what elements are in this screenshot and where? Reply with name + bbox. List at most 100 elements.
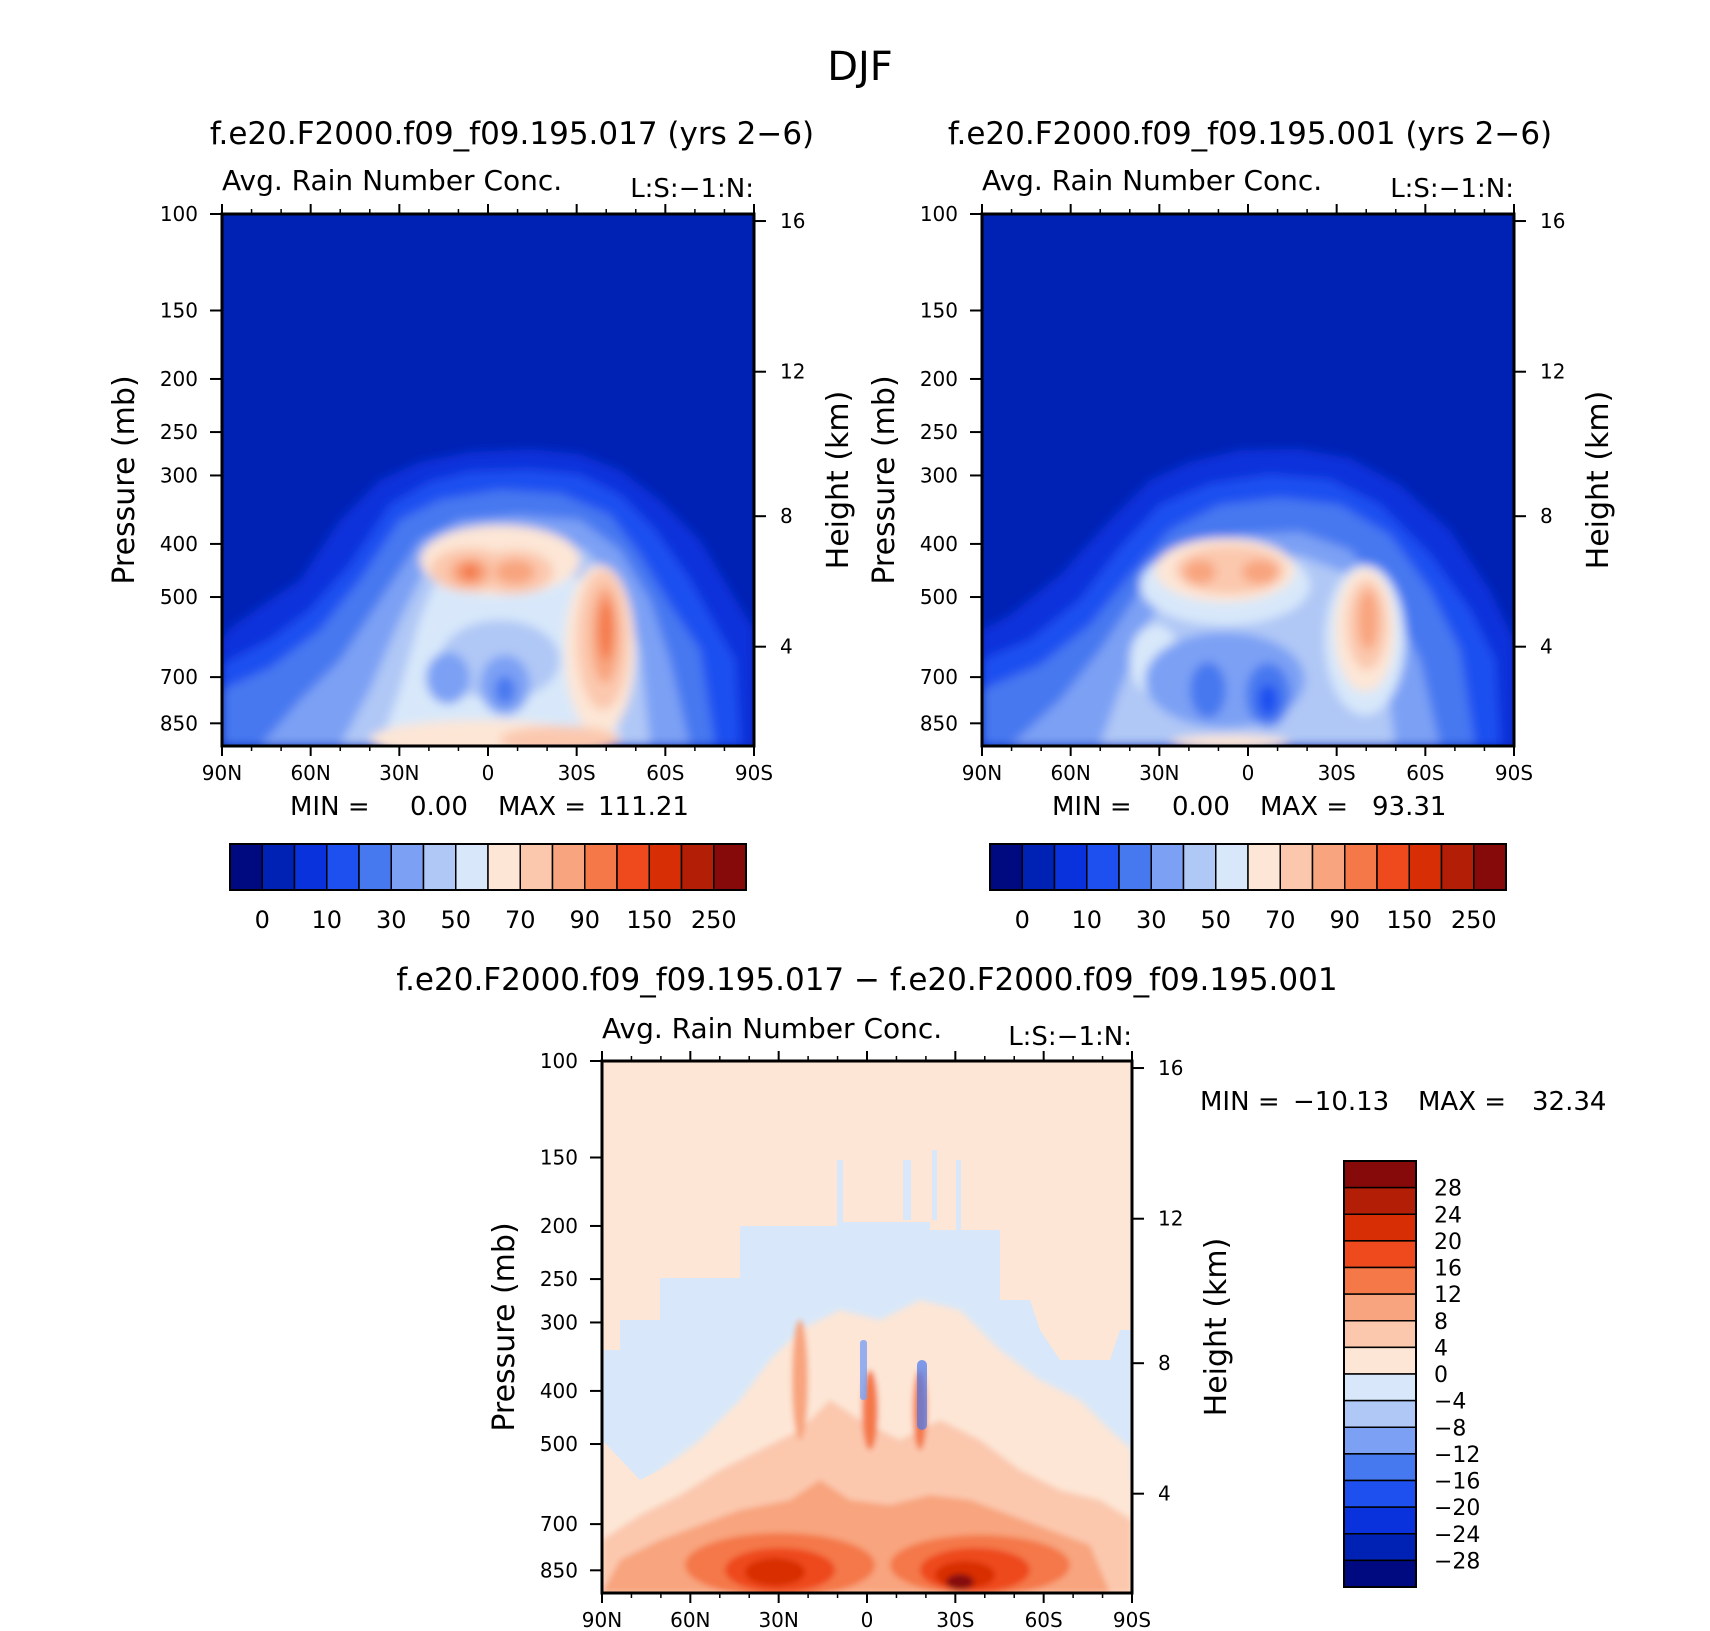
colorbar-swatch <box>584 843 618 891</box>
panel-case1-axes: 90N 60N 30N 0 30S 60S 90S 100 150 200 250 300 400 500… <box>107 202 856 785</box>
panel-case1-variable: Avg. Rain Number Conc. <box>222 164 562 197</box>
y-tick-label: 100 <box>160 202 198 226</box>
panel-diff-field <box>602 1061 1132 1593</box>
blue-streak <box>917 1360 927 1430</box>
y-tick-label: 200 <box>540 1214 578 1238</box>
y-tick-label: 400 <box>540 1379 578 1403</box>
colorbar-swatch <box>1118 843 1152 891</box>
colorbar-label: 50 <box>440 906 471 934</box>
y-right-tick-label: 4 <box>1540 635 1553 659</box>
colorbar-frame <box>229 843 747 891</box>
x-tick-label: 60N <box>1050 761 1090 785</box>
colorbar-frame <box>1343 1160 1417 1588</box>
panel-case1-min-value: 0.00 <box>410 792 468 822</box>
colorbar-label: 0 <box>1434 1363 1448 1388</box>
x-tick-label: 30S <box>558 761 596 785</box>
panel-case2-max-value: 93.31 <box>1372 792 1446 822</box>
colorbar-label: 8 <box>1434 1310 1448 1335</box>
colorbar-swatch <box>1150 843 1185 891</box>
y-tick-label: 300 <box>920 463 958 487</box>
colorbar-label: 4 <box>1434 1336 1448 1361</box>
colorbar-label: 12 <box>1434 1283 1462 1308</box>
colorbar-label: 70 <box>1265 906 1296 934</box>
y-tick-label: 200 <box>920 367 958 391</box>
panel-case1-max-label: MAX = <box>498 792 586 822</box>
colorbar-label: −16 <box>1434 1470 1480 1495</box>
colorbar-swatch <box>1343 1346 1417 1375</box>
y-tick-label: 400 <box>160 532 198 556</box>
y-tick-label: 700 <box>920 665 958 689</box>
colorbar-label: 20 <box>1434 1230 1462 1255</box>
panel-case1-units: L:S:−1:N: <box>630 174 754 204</box>
colorbar-swatch <box>713 843 747 891</box>
y-tick-label: 250 <box>920 420 958 444</box>
colorbar-swatch <box>261 843 296 891</box>
y-tick-label: 500 <box>540 1432 578 1456</box>
colorbar-swatch <box>1343 1160 1417 1189</box>
y-tick-label: 150 <box>920 298 958 322</box>
x-tick-label: 60N <box>290 761 330 785</box>
y-right-tick-label: 4 <box>1158 1482 1171 1506</box>
panel-case1: f.e20.F2000.f09_f09.195.017 (yrs 2−6) Av… <box>107 116 856 934</box>
y-tick-label: 400 <box>920 532 958 556</box>
colorbar-swatch <box>519 843 554 891</box>
x-tick-label: 90N <box>582 1608 622 1631</box>
y-tick-label: 250 <box>160 420 198 444</box>
colorbar-swatch <box>1376 843 1410 891</box>
colorbar-swatch <box>1021 843 1056 891</box>
y-tick-label: 300 <box>540 1310 578 1334</box>
panel-case2-colorbar: 0 10 30 50 70 90 150 250 <box>989 843 1507 934</box>
colorbar-swatch <box>989 843 1023 891</box>
colorbar-swatch <box>1473 843 1507 891</box>
x-tick-label: 30S <box>1318 761 1356 785</box>
colorbar-swatch <box>1279 843 1314 891</box>
x-tick-label: 90S <box>1113 1608 1151 1631</box>
y-axis-label: Pressure (mb) <box>487 1222 522 1431</box>
panel-case2-field <box>982 214 1514 746</box>
colorbar-swatch <box>1343 1533 1417 1562</box>
y-right-tick-label: 8 <box>1158 1351 1171 1375</box>
figure-title: DJF <box>827 44 893 90</box>
negative-spike <box>956 1160 961 1230</box>
colorbar-swatch <box>648 843 683 891</box>
panel-diff: f.e20.F2000.f09_f09.195.017 − f.e20.F200… <box>396 962 1606 1631</box>
colorbar-label: 0 <box>255 906 270 934</box>
y-tick-label: 200 <box>160 367 198 391</box>
y-tick-label: 300 <box>160 463 198 487</box>
x-tick-label: 90S <box>1495 761 1533 785</box>
colorbar-swatch <box>1343 1559 1417 1588</box>
y-tick-label: 150 <box>160 298 198 322</box>
negative-spike <box>837 1160 843 1230</box>
y-axis-label: Pressure (mb) <box>107 375 142 584</box>
x-tick-label: 90N <box>202 761 242 785</box>
panel-diff-title: f.e20.F2000.f09_f09.195.017 − f.e20.F200… <box>396 962 1337 998</box>
colorbar-swatch <box>487 843 521 891</box>
panel-diff-max-label: MAX = <box>1418 1087 1506 1117</box>
panel-diff-min-label: MIN = <box>1200 1087 1280 1117</box>
colorbar-label: −8 <box>1434 1416 1466 1441</box>
panel-case2-min-label: MIN = <box>1052 792 1132 822</box>
y-tick-label: 850 <box>160 711 198 735</box>
colorbar-label: −20 <box>1434 1496 1480 1521</box>
x-tick-label: 0 <box>482 761 495 785</box>
colorbar-swatch <box>1086 843 1120 891</box>
panel-diff-units: L:S:−1:N: <box>1008 1022 1132 1052</box>
panel-case1-colorbar: 0 10 30 50 70 90 150 250 <box>229 843 747 934</box>
panel-case2-axes: 90N 60N 30N 0 30S 60S 90S 100 150 200 250 300 400 500… <box>867 202 1616 785</box>
colorbar-label: 70 <box>505 906 536 934</box>
colorbar-label: 90 <box>569 906 600 934</box>
colorbar-label: 16 <box>1434 1257 1462 1282</box>
colorbar-label: 30 <box>376 906 407 934</box>
panel-case1-field <box>222 214 754 746</box>
colorbar-swatch <box>293 843 328 891</box>
blue-streak <box>860 1340 867 1400</box>
y-tick-label: 850 <box>920 711 958 735</box>
colorbar-label: 50 <box>1200 906 1231 934</box>
x-tick-label: 0 <box>861 1608 874 1631</box>
y-right-tick-label: 16 <box>1540 209 1565 233</box>
colorbar-label: 150 <box>626 906 672 934</box>
y-tick-label: 700 <box>160 665 198 689</box>
colorbar-swatch <box>551 843 586 891</box>
colorbar-swatch <box>1343 1213 1417 1242</box>
